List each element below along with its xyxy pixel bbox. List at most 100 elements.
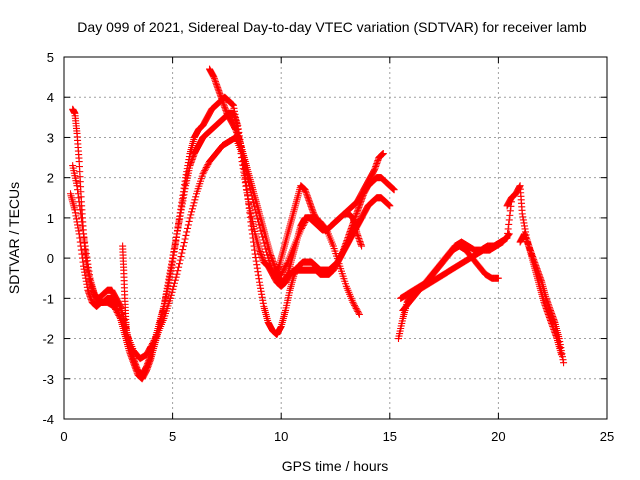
data-point (172, 273, 180, 281)
y-tick-label: -2 (42, 332, 54, 347)
y-tick-label: -3 (42, 372, 54, 387)
data-point (181, 235, 189, 243)
series-track-11 (119, 242, 131, 343)
data-point (112, 307, 120, 315)
data-point (351, 301, 359, 309)
data-point (182, 231, 190, 239)
data-point (178, 249, 186, 257)
data-point (355, 310, 363, 318)
data-point (183, 228, 191, 236)
data-point (189, 202, 197, 210)
series-track-5 (271, 182, 366, 278)
series-track-8 (399, 198, 515, 314)
data-point (112, 305, 120, 313)
chart-title: Day 099 of 2021, Sidereal Day-to-day VTE… (77, 19, 587, 35)
data-point (279, 267, 287, 275)
data-point (204, 161, 212, 169)
data-point (150, 337, 158, 345)
data-point (202, 164, 210, 172)
data-point (188, 208, 196, 216)
data-point (167, 291, 175, 299)
data-point (147, 343, 155, 351)
data-point (149, 340, 157, 348)
y-tick-label: -4 (42, 412, 54, 427)
y-tick-label: -1 (42, 291, 54, 306)
data-point (151, 335, 159, 343)
data-point (110, 302, 118, 310)
data-point (153, 332, 161, 340)
data-point (351, 303, 359, 311)
data-point (192, 193, 200, 201)
data-point (176, 256, 184, 264)
data-point (352, 304, 360, 312)
x-axis-label: GPS time / hours (282, 458, 389, 474)
data-point (349, 298, 357, 306)
y-axis-ticks: -4 -3 -2 -1 0 1 2 3 4 5 (42, 50, 607, 427)
x-tick-label: 20 (491, 429, 505, 444)
data-point (188, 205, 196, 213)
data-point (175, 260, 183, 268)
data-point (171, 276, 179, 284)
y-tick-label: 2 (47, 171, 54, 186)
data-point (186, 214, 194, 222)
data-point (166, 294, 174, 302)
x-tick-label: 10 (274, 429, 288, 444)
data-point (171, 279, 179, 287)
data-point (199, 170, 207, 178)
data-point (177, 253, 185, 261)
data-point (116, 313, 124, 321)
x-tick-label: 5 (169, 429, 176, 444)
data-point (201, 165, 209, 173)
series-track-3 (67, 133, 363, 363)
data-point (203, 162, 211, 170)
plot-frame (63, 56, 608, 420)
data-point (386, 202, 394, 210)
data-point (560, 359, 568, 367)
data-point (115, 311, 123, 319)
data-point (354, 307, 362, 315)
data-point (169, 285, 177, 293)
series-track-4 (206, 65, 387, 286)
data-point (353, 306, 361, 314)
data-point (152, 334, 160, 342)
data-point (184, 224, 192, 232)
y-tick-label: 3 (47, 130, 54, 145)
data-point (358, 242, 366, 250)
y-tick-label: 1 (47, 211, 54, 226)
data-point (173, 270, 181, 278)
data-point (148, 341, 156, 349)
data-point (113, 308, 121, 316)
data-point (175, 263, 183, 271)
data-point (179, 242, 187, 250)
data-point (187, 211, 195, 219)
data-point (111, 304, 119, 312)
series-track-2 (69, 109, 394, 383)
data-point (149, 338, 157, 346)
data-point (504, 231, 512, 239)
data-point (170, 282, 178, 290)
data-point (390, 186, 398, 194)
data-point (494, 274, 502, 282)
x-axis-ticks: 0 5 10 15 20 25 (60, 57, 614, 444)
data-point (190, 199, 198, 207)
data-point (180, 239, 188, 247)
x-tick-label: 0 (60, 429, 67, 444)
data-point (350, 300, 358, 308)
x-tick-label: 15 (383, 429, 397, 444)
data-point (168, 288, 176, 296)
y-axis-label: SDTVAR / TECUs (6, 182, 22, 294)
y-tick-label: 5 (47, 50, 54, 65)
data-point (191, 196, 199, 204)
data-point (201, 167, 209, 175)
data-point (355, 309, 363, 317)
data-point (123, 335, 131, 343)
x-tick-label: 25 (600, 429, 614, 444)
y-tick-label: 0 (47, 251, 54, 266)
data-point (174, 267, 182, 275)
data-points (67, 65, 568, 383)
data-point (200, 168, 208, 176)
data-point (185, 217, 193, 225)
y-tick-label: 4 (47, 90, 54, 105)
